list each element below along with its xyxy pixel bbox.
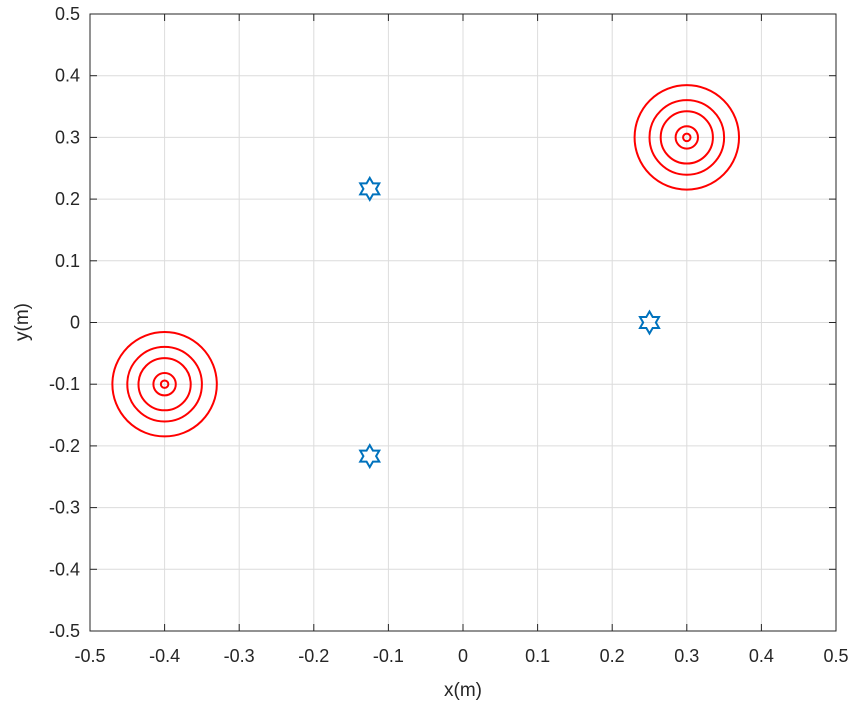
hexagram-marker: [358, 175, 382, 202]
concentric-circle-ring: [674, 125, 699, 150]
y-tick-label: -0.4: [49, 559, 80, 579]
y-tick-label: 0.3: [55, 127, 80, 147]
x-tick-label: -0.2: [298, 646, 329, 666]
x-tick-label: 0.5: [823, 646, 848, 666]
y-tick-label: 0.5: [55, 4, 80, 24]
x-axis-label: x(m): [444, 680, 482, 701]
y-axis-label: y(m): [12, 303, 33, 341]
x-tick-label: 0.2: [600, 646, 625, 666]
concentric-circle-ring: [159, 379, 170, 389]
hexagram-marker: [358, 443, 382, 470]
concentric-circle-ring: [648, 99, 726, 176]
concentric-circle-ring: [111, 330, 218, 438]
y-tick-label: 0: [70, 313, 80, 333]
concentric-circle-ring: [659, 110, 714, 165]
data-markers: [111, 84, 741, 470]
concentric-circle-ring: [152, 372, 177, 397]
y-tick-label: 0.4: [55, 66, 80, 86]
x-tick-label: -0.3: [224, 646, 255, 666]
x-tick-label: -0.1: [373, 646, 404, 666]
y-tick-label: 0.2: [55, 189, 80, 209]
y-tick-label: 0.1: [55, 251, 80, 271]
concentric-circle-ring: [126, 345, 203, 423]
concentric-circle-ring: [633, 84, 741, 191]
y-tick-label: -0.3: [49, 498, 80, 518]
tick-labels: -0.5 -0.4 -0.3 -0.2 -0.1 0 0.1 0.2 0.3 0.4 0.5 -0.5…: [49, 4, 849, 666]
x-tick-label: -0.5: [74, 646, 105, 666]
axis-ticks: [89, 13, 837, 632]
x-tick-label: 0: [458, 646, 468, 666]
x-tick-label: -0.4: [149, 646, 180, 666]
y-tick-label: -0.1: [49, 374, 80, 394]
x-tick-label: 0.1: [525, 646, 550, 666]
x-tick-label: 0.4: [749, 646, 774, 666]
x-tick-label: 0.3: [674, 646, 699, 666]
hexagram-marker: [638, 309, 661, 336]
concentric-circle-ring: [137, 357, 192, 412]
y-tick-label: -0.2: [49, 436, 80, 456]
concentric-circle-ring: [682, 132, 692, 143]
y-tick-label: -0.5: [49, 621, 80, 641]
